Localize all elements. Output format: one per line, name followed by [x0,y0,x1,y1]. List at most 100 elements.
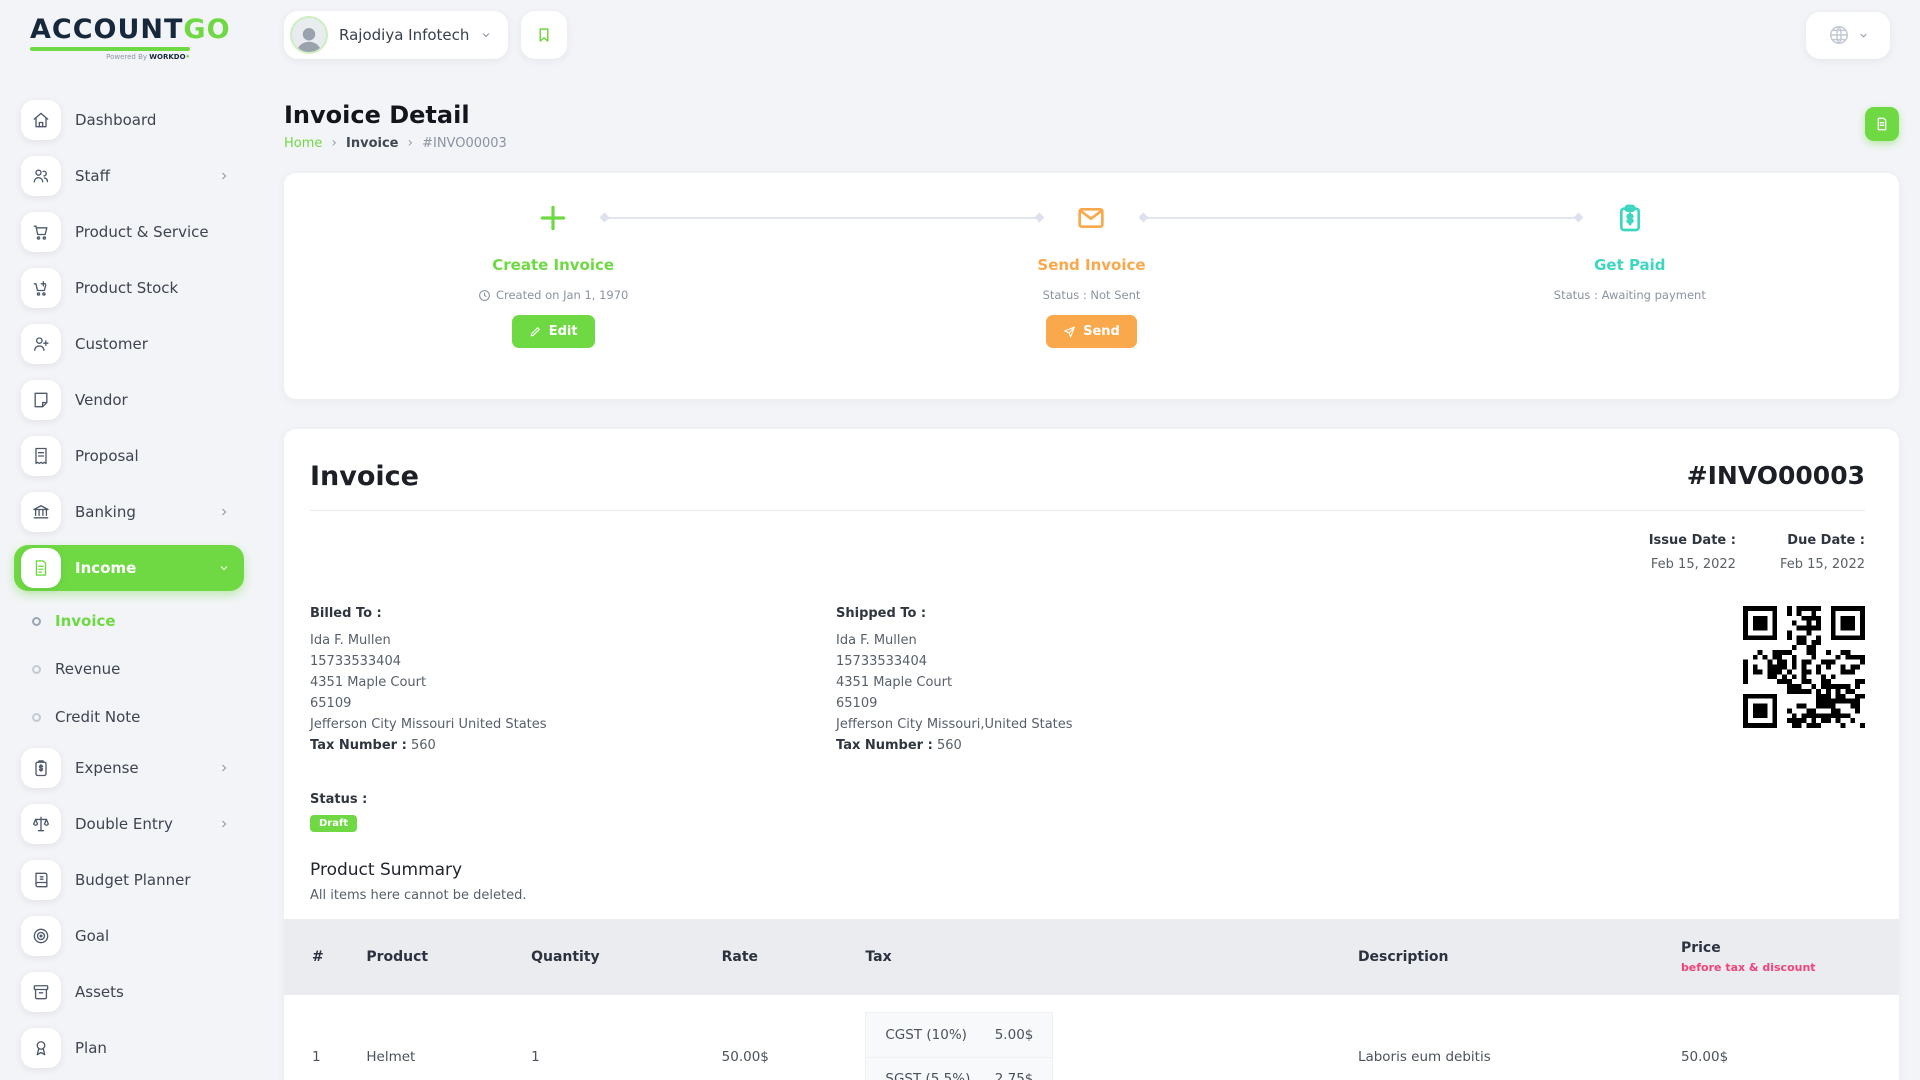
sidebar-subitem-invoice[interactable]: Invoice [14,601,244,641]
items-table: # Product Quantity Rate Tax Description … [284,919,1899,1080]
chevron-down-icon [483,33,490,38]
sidebar-item-customer[interactable]: Customer [14,321,244,367]
table-header-row: # Product Quantity Rate Tax Description … [284,919,1899,995]
bullet-icon [32,616,41,626]
tax-breakdown: CGST (10%) 5.00$ SGST (5.5%) 2.75$ [865,1011,1054,1080]
table-row: 1 Helmet 1 50.00$ CGST (10%) 5.00$ SGST … [284,995,1899,1080]
divider [310,510,1865,511]
due-date: Due Date : Feb 15, 2022 [1779,533,1865,572]
sidebar-item-vendor[interactable]: Vendor [14,377,244,423]
clipboard-icon [21,748,61,788]
chevron-right-icon [222,764,227,772]
page-title: Invoice Detail [284,101,470,129]
sidebar-item-income[interactable]: Income [14,545,244,591]
invoice-card: Invoice #INVO00003 Issue Date : Feb 15, … [284,429,1899,1080]
document-icon [1877,117,1887,131]
users-icon [21,156,61,196]
receipt-icon [21,436,61,476]
sidebar-item-staff[interactable]: Staff [14,153,244,199]
bullet-icon [32,664,41,674]
tax-line: SGST (5.5%) 2.75$ [865,1056,1054,1080]
bullet-icon [32,712,41,722]
created-on-text: Created on Jan 1, 1970 [284,288,822,302]
status-badge: Draft [310,815,358,832]
invoice-list-button[interactable] [1865,107,1899,141]
topbar: ACCOUNTGO Powered By WORKDO• Rajodiya In… [0,0,1920,70]
sidebar-item-product-stock[interactable]: Product Stock [14,265,244,311]
sidebar-item-proposal[interactable]: Proposal [14,433,244,479]
cart-icon [21,212,61,252]
sidebar-item-assets[interactable]: Assets [14,969,244,1015]
chevron-right-icon [222,172,227,180]
logo-text-primary: ACCOUNT [30,13,184,45]
shipped-to-block: Shipped To : Ida F. Mullen 15733533404 4… [836,606,1073,753]
globe-icon [1829,26,1848,44]
sidebar-item-product-service[interactable]: Product & Service [14,209,244,255]
cart-plus-icon [21,268,61,308]
ledger-icon [21,860,61,900]
sidebar-item-double-entry[interactable]: Double Entry [14,801,244,847]
sidebar-subitem-revenue[interactable]: Revenue [14,649,244,689]
scales-icon [21,804,61,844]
invoice-progress-card: Create Invoice Created on Jan 1, 1970 Ed… [284,173,1899,399]
breadcrumb-separator: › [407,135,414,151]
billed-to-block: Billed To : Ida F. Mullen 15733533404 43… [310,606,547,753]
step-create-invoice: Create Invoice Created on Jan 1, 1970 Ed… [284,201,822,348]
sidebar-item-budget-planner[interactable]: Budget Planner [14,857,244,903]
issue-date: Issue Date : Feb 15, 2022 [1648,533,1736,572]
bank-icon [21,492,61,532]
bookmark-icon [539,28,549,42]
clipboard-dollar-icon [1361,201,1899,235]
sidebar-item-dashboard[interactable]: Dashboard [14,97,244,143]
box-icon [21,972,61,1012]
chevron-right-icon [222,508,227,516]
main-content: Invoice Detail Home › Invoice › #INVO000… [260,0,1920,1080]
breadcrumb-separator: › [331,135,337,151]
company-avatar [290,16,328,54]
price-note: before tax & discount [1680,961,1816,974]
logo-tagline: Powered By WORKDO• [106,52,190,61]
breadcrumb-current: #INVO00003 [422,135,507,151]
sidebar-subitem-credit-note[interactable]: Credit Note [14,697,244,737]
step-connector [603,217,1042,219]
clock-icon [479,289,490,301]
product-summary-note: All items here cannot be deleted. [310,888,527,903]
chevron-right-icon [222,820,227,828]
step-send-invoice: Send Invoice Status : Not Sent Send [822,201,1360,348]
send-status-text: Status : Not Sent [1042,288,1141,302]
sidebar-item-expense[interactable]: Expense [14,745,244,791]
note-icon [21,380,61,420]
chevron-down-icon [220,566,228,571]
breadcrumb-home[interactable]: Home [284,135,323,151]
target-icon [21,916,61,956]
user-plus-icon [21,324,61,364]
sidebar-item-goal[interactable]: Goal [14,913,244,959]
product-summary-title: Product Summary [310,860,463,880]
home-icon [21,100,61,140]
language-selector[interactable] [1806,11,1890,59]
paper-plane-icon [1064,326,1076,338]
paid-status-text: Status : Awaiting payment [1553,288,1706,302]
award-icon [21,1028,61,1068]
step-connector [1141,217,1580,219]
invoice-title: Invoice [310,461,419,492]
invoice-status: Status : Draft [310,792,1865,832]
tax-line: CGST (10%) 5.00$ [865,1011,1054,1057]
edit-button[interactable]: Edit [511,315,595,348]
sidebar: Dashboard Staff Product & Service Produc… [0,70,260,1080]
chevron-down-icon [1859,33,1867,38]
bookmark-button[interactable] [521,11,568,59]
company-selector[interactable]: Rajodiya Infotech [284,11,509,59]
logo-text-accent: GO [183,13,231,45]
invoice-number: #INVO00003 [1686,461,1865,490]
qr-code [1743,606,1865,728]
send-button[interactable]: Send [1046,315,1137,348]
sidebar-item-plan[interactable]: Plan [14,1025,244,1071]
breadcrumb-invoice[interactable]: Invoice [346,135,399,151]
plus-icon [284,201,822,235]
sidebar-item-banking[interactable]: Banking [14,489,244,535]
envelope-icon [822,201,1360,235]
pencil-icon [530,327,540,337]
company-name: Rajodiya Infotech [339,26,470,44]
file-icon [21,548,61,588]
